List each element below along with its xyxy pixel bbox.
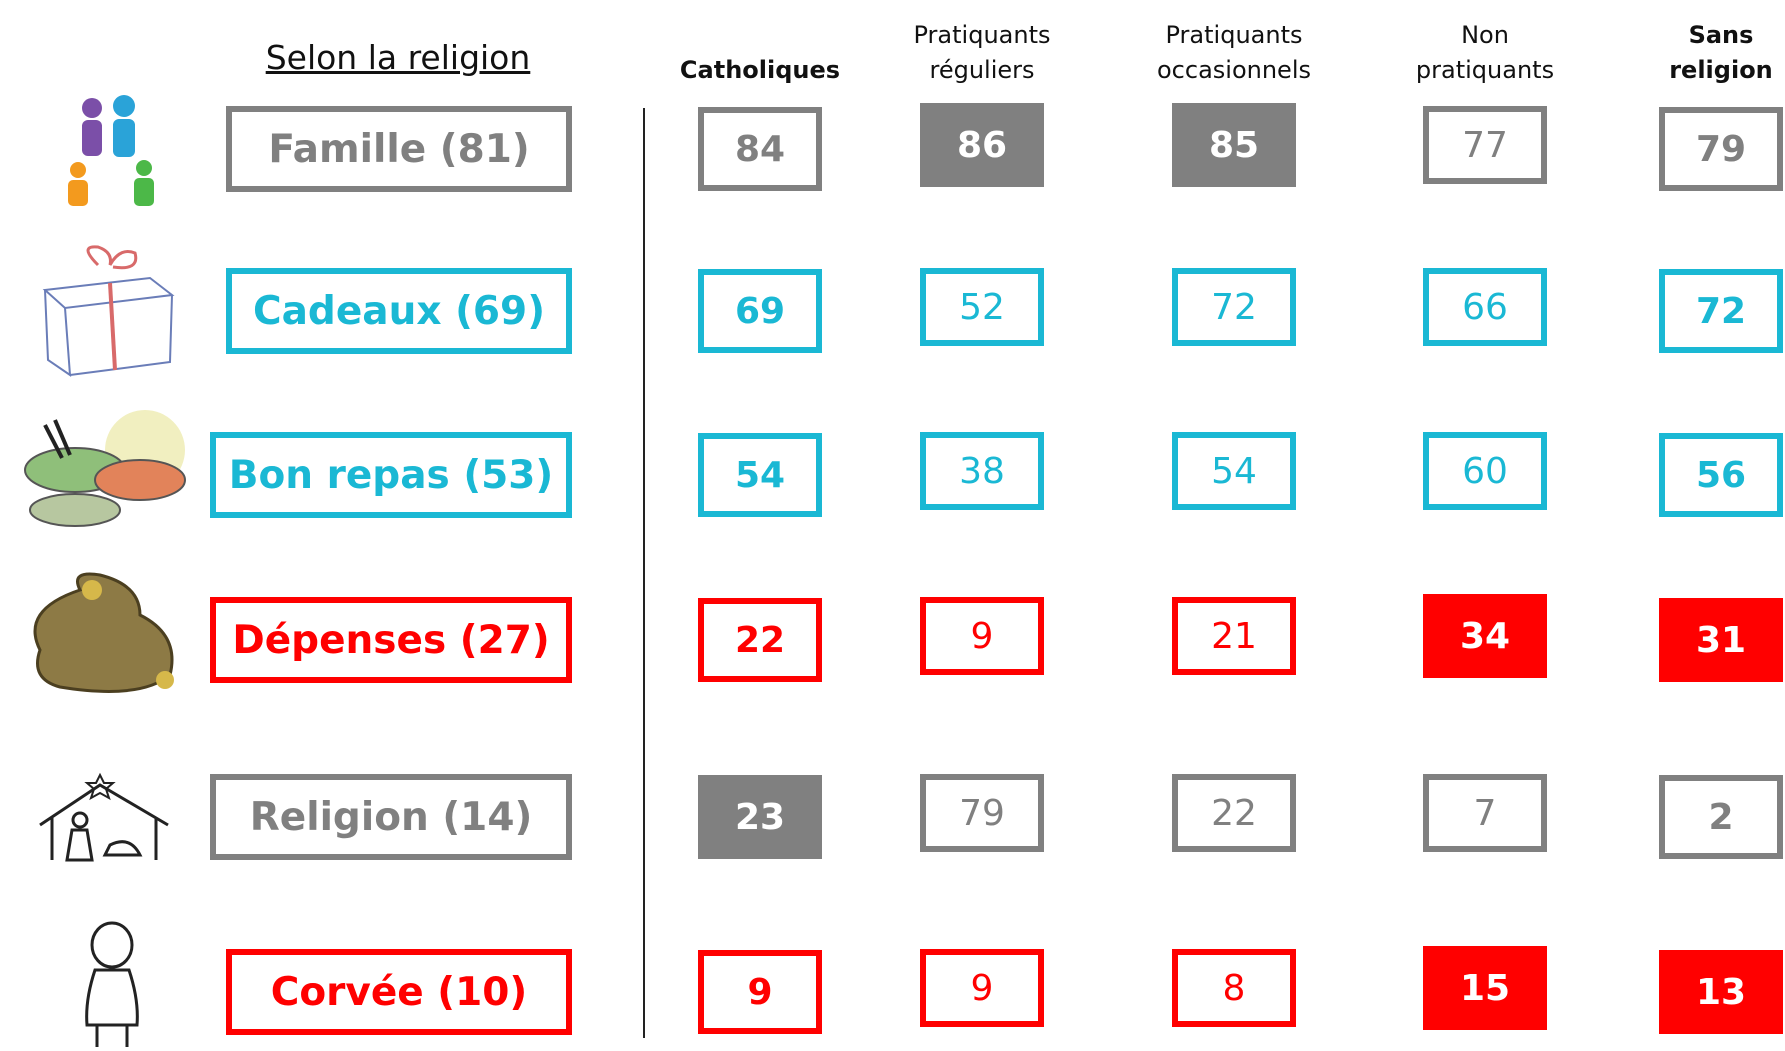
row-label: Religion (14)	[210, 774, 572, 860]
money-bag-icon	[35, 574, 174, 691]
row-label: Cadeaux (69)	[226, 268, 572, 354]
column-header: Pratiquants occasionnels	[1149, 8, 1319, 88]
gift-icon	[45, 247, 172, 375]
row-label: Dépenses (27)	[210, 597, 572, 683]
value-cell: 7	[1423, 774, 1547, 852]
value-cell: 79	[920, 774, 1044, 852]
value-cell: 66	[1423, 268, 1547, 346]
column-header: Pratiquants réguliers	[907, 8, 1057, 88]
value-cell: 60	[1423, 432, 1547, 510]
value-cell: 13	[1659, 950, 1783, 1034]
value-cell: 8	[1172, 949, 1296, 1027]
value-cell: 77	[1423, 106, 1547, 184]
value-cell: 72	[1172, 268, 1296, 346]
value-cell: 84	[698, 107, 822, 191]
value-cell: 86	[920, 103, 1044, 187]
value-cell: 54	[1172, 432, 1296, 510]
column-header: Sans religion	[1664, 8, 1779, 88]
meal-icon	[25, 410, 185, 526]
row-label: Famille (81)	[226, 106, 572, 192]
table-title: Selon la religion	[248, 38, 548, 77]
value-cell: 22	[698, 598, 822, 682]
figure-icon	[87, 923, 138, 1047]
value-cell: 34	[1423, 594, 1547, 678]
nativity-icon	[40, 775, 168, 860]
column-header: Non pratiquants	[1410, 8, 1560, 88]
value-cell: 31	[1659, 598, 1783, 682]
value-cell: 54	[698, 433, 822, 517]
value-cell: 9	[920, 949, 1044, 1027]
page: Selon la religion	[0, 0, 1785, 1051]
value-cell: 22	[1172, 774, 1296, 852]
value-cell: 79	[1659, 107, 1783, 191]
value-cell: 38	[920, 432, 1044, 510]
value-cell: 52	[920, 268, 1044, 346]
row-label: Bon repas (53)	[210, 432, 572, 518]
value-cell: 21	[1172, 597, 1296, 675]
value-cell: 9	[920, 597, 1044, 675]
value-cell: 23	[698, 775, 822, 859]
value-cell: 2	[1659, 775, 1783, 859]
value-cell: 85	[1172, 103, 1296, 187]
icons	[0, 0, 200, 1051]
divider	[643, 108, 645, 1038]
family-icon	[68, 95, 154, 206]
value-cell: 69	[698, 269, 822, 353]
column-header: Catholiques	[670, 8, 850, 88]
value-cell: 9	[698, 950, 822, 1034]
value-cell: 72	[1659, 269, 1783, 353]
row-label: Corvée (10)	[226, 949, 572, 1035]
value-cell: 56	[1659, 433, 1783, 517]
value-cell: 15	[1423, 946, 1547, 1030]
